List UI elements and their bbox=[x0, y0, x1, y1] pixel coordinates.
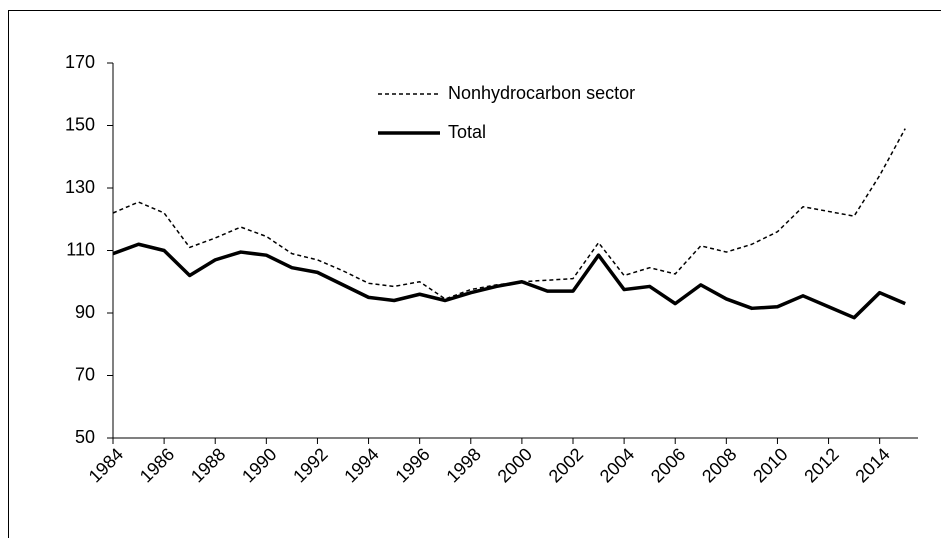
x-tick-label: 2012 bbox=[800, 444, 842, 486]
x-tick-label: 1994 bbox=[340, 444, 382, 486]
x-tick-label: 1990 bbox=[238, 444, 280, 486]
x-tick-label: 1992 bbox=[289, 444, 331, 486]
legend-label: Total bbox=[448, 122, 486, 142]
x-tick-label: 2000 bbox=[494, 444, 536, 486]
x-tick-label: 2008 bbox=[698, 444, 740, 486]
y-tick-label: 50 bbox=[75, 427, 95, 447]
y-tick-label: 130 bbox=[65, 177, 95, 197]
x-tick-label: 2002 bbox=[545, 444, 587, 486]
y-tick-label: 170 bbox=[65, 52, 95, 72]
line bbox=[112, 242, 906, 320]
frame bbox=[8, 10, 941, 538]
x-tick-label: 1988 bbox=[187, 444, 229, 486]
x-tick-label: 1998 bbox=[443, 444, 485, 486]
x-tick-label: 2004 bbox=[596, 444, 638, 486]
x-tick-label: 2014 bbox=[851, 444, 893, 486]
x-tick-label: 2010 bbox=[749, 444, 791, 486]
legend-label: Nonhydrocarbon sector bbox=[448, 83, 635, 103]
y-tick-label: 90 bbox=[75, 302, 95, 322]
x-tick-label: 1984 bbox=[85, 444, 127, 486]
x-tick-label: 2006 bbox=[647, 444, 689, 486]
y-tick-label: 150 bbox=[65, 114, 95, 134]
y-tick-label: 70 bbox=[75, 364, 95, 384]
line bbox=[112, 128, 906, 300]
x-tick-label: 1996 bbox=[391, 444, 433, 486]
x-tick-label: 1986 bbox=[136, 444, 178, 486]
y-tick-label: 110 bbox=[66, 239, 95, 259]
